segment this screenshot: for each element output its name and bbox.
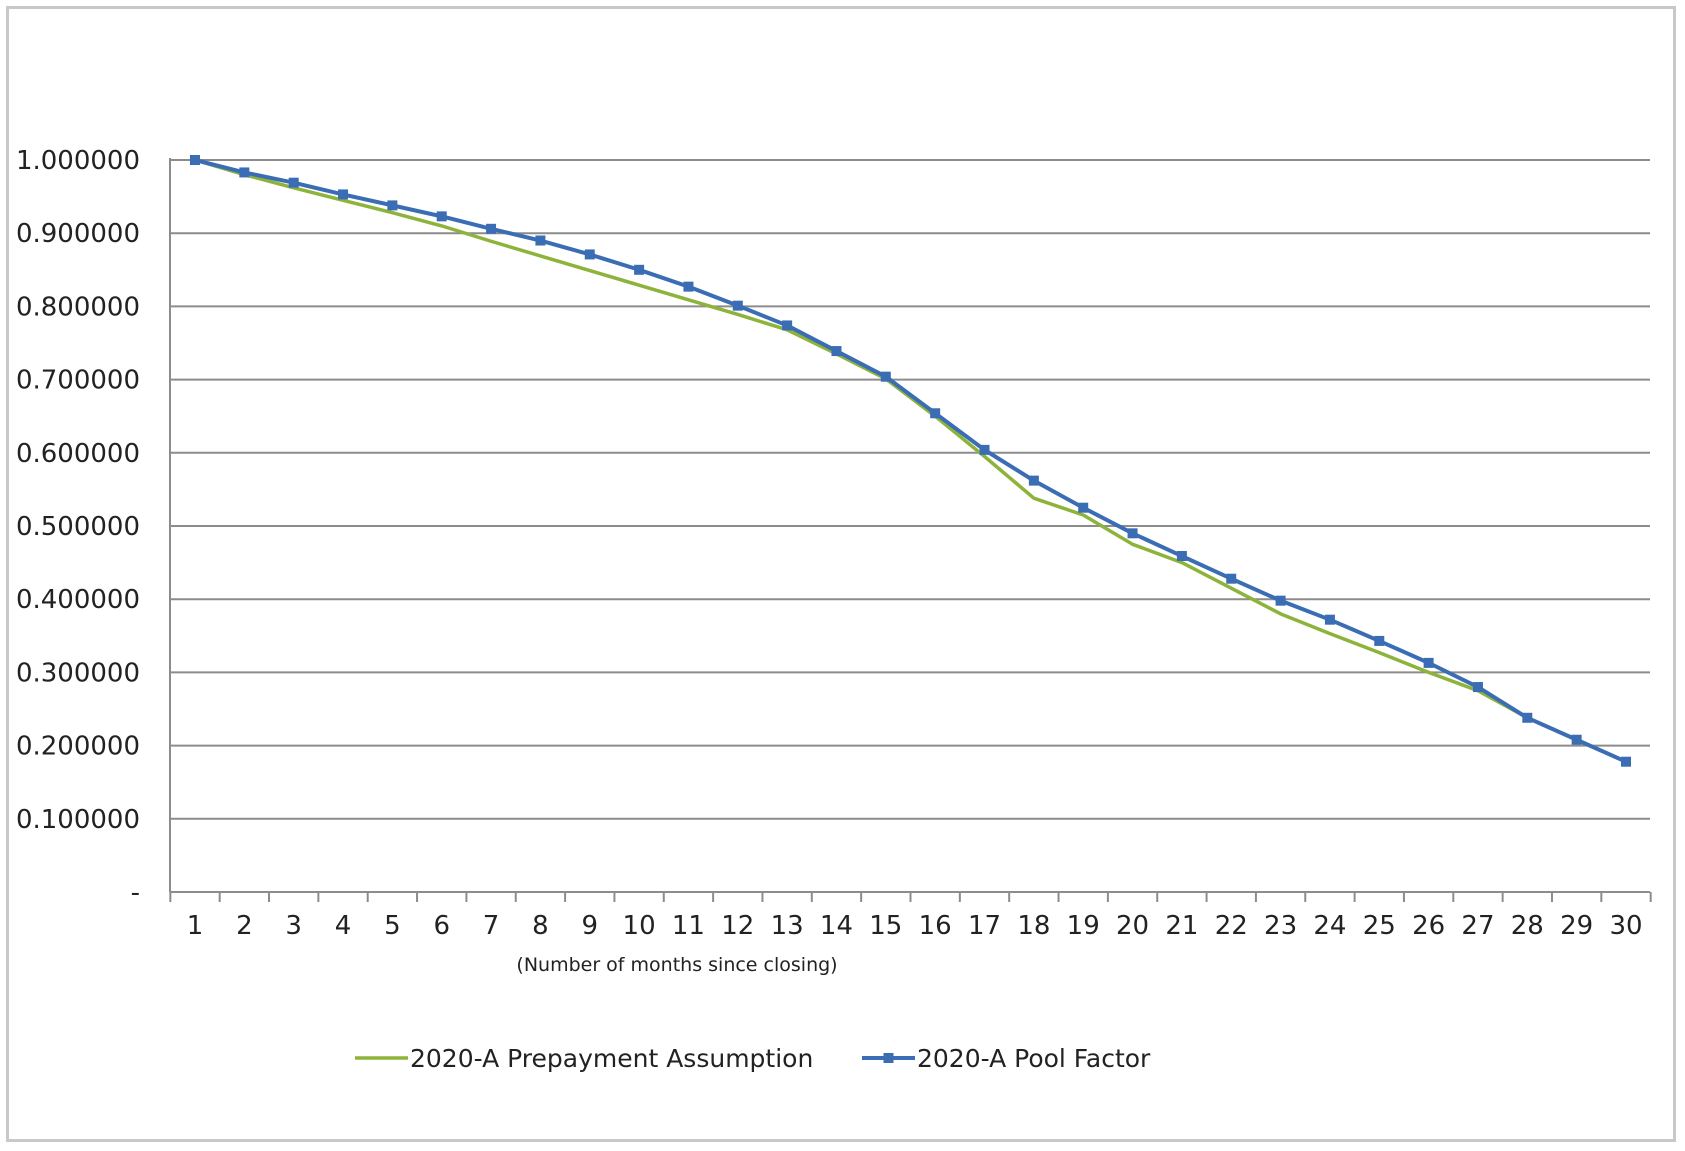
data-point	[634, 264, 645, 275]
legend-item: 2020-A Pool Factor	[862, 1044, 1151, 1073]
series-2	[190, 155, 1631, 767]
x-tick-label: 3	[285, 911, 302, 941]
data-point	[239, 167, 250, 178]
series-layer	[190, 155, 1631, 767]
data-point	[1176, 551, 1187, 562]
y-tick-label: 0.300000	[16, 658, 140, 688]
x-tick-label: 10	[623, 911, 656, 941]
data-point	[1226, 573, 1237, 584]
x-tick-label: 24	[1313, 911, 1346, 941]
data-point	[535, 235, 546, 246]
x-tick-label: 7	[483, 911, 500, 941]
x-tick-label: 20	[1116, 911, 1149, 941]
x-tick-label: 26	[1412, 911, 1445, 941]
data-point	[979, 444, 990, 455]
x-tick-label: 6	[433, 911, 450, 941]
data-point	[831, 346, 842, 357]
data-point	[1028, 475, 1039, 486]
x-tick-label: 16	[919, 911, 952, 941]
data-point	[1472, 682, 1483, 693]
y-tick-label: 0.500000	[16, 512, 140, 542]
data-point	[1127, 528, 1138, 539]
data-point	[683, 281, 694, 292]
x-tick-label: 2	[236, 911, 253, 941]
x-tick-label: 23	[1264, 911, 1297, 941]
series-line	[194, 158, 1627, 764]
legend-label: 2020-A Prepayment Assumption	[410, 1044, 813, 1073]
data-point	[1423, 657, 1434, 668]
legend-label: 2020-A Pool Factor	[917, 1044, 1151, 1073]
x-tick-label: 13	[771, 911, 804, 941]
data-point	[1522, 712, 1533, 723]
y-tick-label: 0.400000	[16, 585, 140, 615]
y-tick-label: 0.100000	[16, 805, 140, 835]
y-tick-label: 0.200000	[16, 732, 140, 762]
data-point	[1324, 614, 1335, 625]
data-point	[1571, 734, 1582, 745]
legend: 2020-A Prepayment Assumption 2020-A Pool …	[355, 1044, 1151, 1073]
x-tick-label: 8	[532, 911, 549, 941]
series-1	[194, 158, 1627, 764]
x-tick-label: 12	[721, 911, 754, 941]
y-tick-label: 0.600000	[16, 439, 140, 469]
x-tick-label: 29	[1560, 911, 1593, 941]
x-tick-label: 28	[1511, 911, 1544, 941]
x-tick-label: 11	[672, 911, 705, 941]
y-tick-label: -	[131, 878, 140, 908]
x-tick-label: 14	[820, 911, 853, 941]
data-point	[436, 211, 447, 222]
x-tick-label: 1	[187, 911, 204, 941]
x-tick-label: 22	[1215, 911, 1248, 941]
data-point	[584, 249, 595, 260]
y-tick-labels: - 0.100000 0.200000 0.300000 0.400000 0.50000…	[16, 146, 140, 908]
data-point	[1275, 595, 1286, 606]
x-tick-label: 4	[335, 911, 352, 941]
x-tick-label: 21	[1165, 911, 1198, 941]
legend-item: 2020-A Prepayment Assumption	[355, 1044, 813, 1073]
data-point	[880, 371, 891, 382]
x-tick-label: 17	[968, 911, 1001, 941]
x-tick-label: 15	[869, 911, 902, 941]
series-line	[194, 158, 1627, 764]
x-tick-label: 27	[1461, 911, 1494, 941]
y-tick-label: 0.900000	[16, 219, 140, 249]
x-axis-label: (Number of months since closing)	[516, 954, 837, 976]
x-tick-label: 9	[581, 911, 598, 941]
data-point	[288, 177, 299, 188]
x-tick-labels: 1 2 3 4 5 6 7 8 9 10 11 12 13 14 15 16 17 18 19 20 21 22 23 24 2…	[187, 911, 1643, 941]
data-point	[1621, 756, 1631, 767]
data-point	[1078, 502, 1089, 513]
data-point	[732, 300, 743, 311]
legend-marker	[883, 1053, 894, 1063]
y-tick-label: 1.000000	[16, 146, 140, 176]
data-point	[387, 200, 398, 211]
data-point	[1374, 635, 1385, 646]
data-point	[930, 408, 941, 419]
gridlines	[170, 159, 1650, 820]
x-tick-label: 30	[1609, 911, 1642, 941]
data-point	[190, 155, 200, 165]
chart-frame	[6, 6, 1676, 1142]
data-point	[338, 189, 349, 200]
y-tick-label: 0.800000	[16, 292, 140, 322]
x-tick-label: 18	[1017, 911, 1050, 941]
data-point	[782, 320, 793, 331]
data-point	[486, 223, 497, 234]
x-tick-label: 5	[384, 911, 401, 941]
y-tick-label: 0.700000	[16, 366, 140, 396]
x-tick-label: 25	[1363, 911, 1396, 941]
axes	[169, 158, 1652, 902]
x-tick-label: 19	[1067, 911, 1100, 941]
